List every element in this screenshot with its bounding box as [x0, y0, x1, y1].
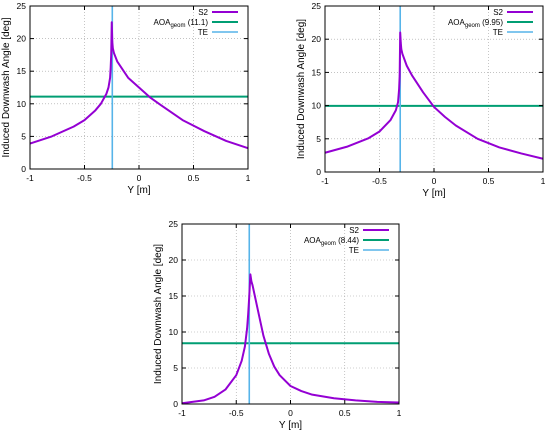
chart-1-ylabel: Induced Downwash Angle [deg]	[1, 17, 12, 157]
chart-1-series-s2-line	[29, 21, 249, 150]
chart-1-xtick-label-0: -1	[26, 173, 34, 183]
chart-3-ytick-label-5: 25	[169, 219, 179, 229]
chart-3-legend-label-te: TE	[349, 246, 359, 255]
chart-1-legend-label-s2: S2	[198, 8, 208, 17]
chart-3-legend-label-s2: S2	[349, 226, 359, 235]
chart-1-xtick-label-1: -0.5	[77, 173, 92, 183]
chart-2-xtick-label-0: -1	[321, 176, 329, 186]
chart-2-xtick-label-1: -0.5	[372, 176, 387, 186]
chart-3-series-s2-line	[181, 273, 400, 405]
chart-3-xtick-label-0: -1	[178, 408, 186, 418]
chart-2-xlabel: Y [m]	[422, 188, 445, 199]
chart-3-xlabel: Y [m]	[279, 420, 302, 431]
chart-1-ytick-label-5: 25	[17, 1, 27, 11]
chart-1-legend-label-te: TE	[198, 28, 208, 37]
chart-1-ytick-label-2: 10	[17, 99, 27, 109]
chart-3-xtick-label-2: 0	[288, 408, 293, 418]
chart-3-ytick-label-4: 20	[169, 255, 179, 265]
chart-2-legend-label-aoa: AOAgeom (9.95)	[448, 18, 503, 29]
chart-1-xlabel: Y [m]	[127, 185, 150, 196]
chart-2-ylabel: Induced Downwash Angle [deg]	[296, 19, 307, 159]
chart-2-ytick-label-3: 15	[312, 67, 322, 77]
chart-2-xtick-label-3: 0.5	[483, 176, 495, 186]
chart-1-ytick-label-4: 20	[17, 34, 27, 44]
chart-2-legend-label-s2: S2	[493, 8, 503, 17]
chart-3-ytick-label-3: 15	[169, 291, 179, 301]
chart-1-xtick-label-3: 0.5	[188, 173, 200, 183]
chart-2-ytick-label-0: 0	[316, 167, 321, 177]
chart-1-legend-label-aoa: AOAgeom (11.1)	[154, 18, 209, 29]
chart-1-ytick-label-1: 5	[21, 131, 26, 141]
chart-3-xtick-label-3: 0.5	[339, 408, 351, 418]
chart-2-ytick-label-4: 20	[312, 34, 322, 44]
chart-2-ytick-label-1: 5	[316, 134, 321, 144]
chart-1-xtick-label-4: 1	[246, 173, 251, 183]
chart-3-legend-label-aoa: AOAgeom (8.44)	[304, 236, 359, 247]
chart-3-ytick-label-1: 5	[173, 363, 178, 373]
chart-2-series-s2-line	[324, 31, 544, 160]
chart-2-xtick-label-2: 0	[432, 176, 437, 186]
chart-1-ytick-label-3: 15	[17, 66, 27, 76]
chart-3-ytick-label-2: 10	[169, 327, 179, 337]
chart-3-ytick-label-0: 0	[173, 399, 178, 409]
chart-1-xtick-label-2: 0	[137, 173, 142, 183]
chart-2-legend-label-te: TE	[493, 28, 503, 37]
chart-2-xtick-label-4: 1	[541, 176, 546, 186]
chart-3-ylabel: Induced Downwash Angle [deg]	[153, 244, 164, 384]
chart-2-ytick-label-5: 25	[312, 1, 322, 11]
chart-3-xtick-label-1: -0.5	[229, 408, 244, 418]
chart-2-ytick-label-2: 10	[312, 101, 322, 111]
chart-1-ytick-label-0: 0	[21, 164, 26, 174]
chart-3-xtick-label-4: 1	[397, 408, 402, 418]
